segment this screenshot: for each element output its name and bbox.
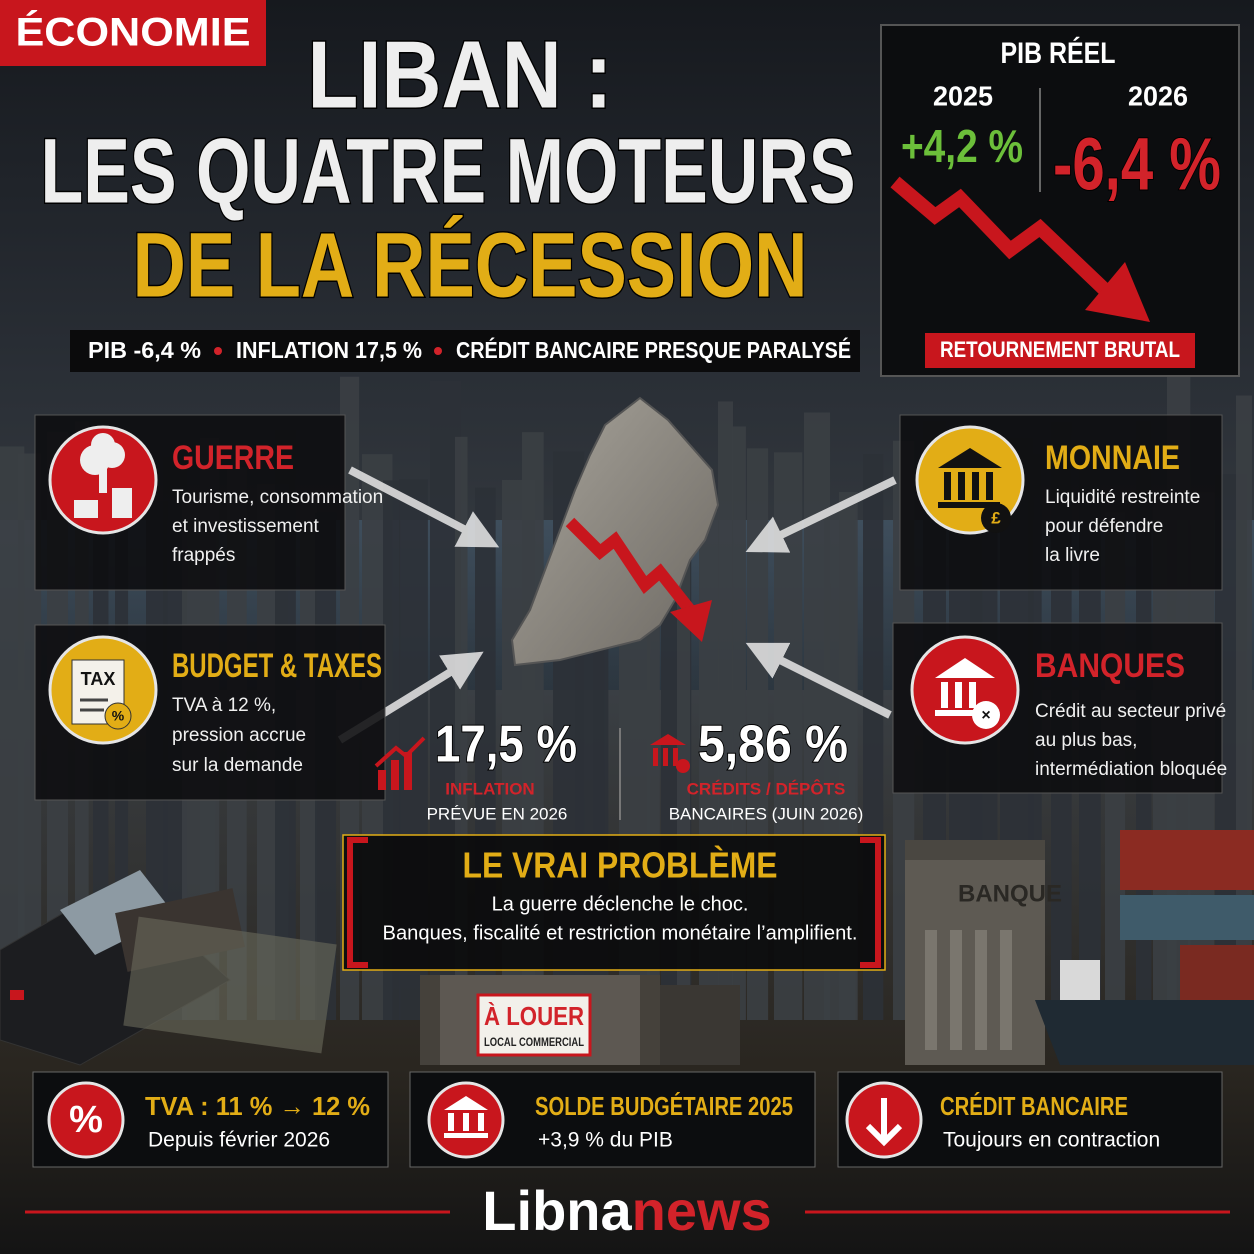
driver-text: au plus bas, <box>1035 730 1137 751</box>
war-icon <box>48 425 158 535</box>
driver-text: Crédit au secteur privé <box>1035 701 1226 722</box>
driver-text: sur la demande <box>172 755 303 776</box>
bank-sign: BANQUE <box>958 880 1062 907</box>
problem-brackets <box>347 837 881 968</box>
driver-text: Liquidité restreinte <box>1045 487 1200 508</box>
tax-icon: % <box>48 635 158 745</box>
decline-arrow <box>890 176 1110 296</box>
stat-label: INFLATION <box>445 779 534 798</box>
pib-title: PIB RÉEL <box>1001 36 1116 70</box>
bank-small-icon <box>650 734 690 773</box>
card-title: CRÉDIT BANCAIRE <box>940 1091 1128 1121</box>
card-icon: % <box>47 1081 125 1159</box>
pib-year: 2025 <box>933 80 993 111</box>
map-arrow-head <box>670 600 712 642</box>
problem-text: La guerre déclenche le choc. <box>492 893 749 915</box>
sign-text: À LOUER <box>484 1001 584 1031</box>
summary-item: INFLATION 17,5 % <box>236 337 422 363</box>
driver-text: intermédiation bloquée <box>1035 759 1227 780</box>
title-line: LIBAN : <box>308 21 613 128</box>
pib-box <box>880 24 1240 377</box>
bank-building <box>905 840 1045 1065</box>
card-icon <box>427 1081 505 1159</box>
card-text: Depuis février 2026 <box>148 1129 330 1152</box>
svg-text:%: % <box>112 708 125 724</box>
problem-title: LE VRAI PROBLÈME <box>463 845 778 886</box>
svg-text:%: % <box>69 1099 103 1141</box>
pib-badge: RETOURNEMENT BRUTAL <box>940 337 1180 362</box>
decline-arrow-head <box>1085 262 1150 322</box>
title-line: DE LA RÉCESSION <box>133 213 808 316</box>
currency-icon: £ <box>915 425 1025 535</box>
logo-part: Libna <box>482 1179 632 1242</box>
problem-text: Banques, fiscalité et restriction monéta… <box>383 922 858 944</box>
inflation-icon <box>374 736 426 790</box>
driver-text: TVA à 12 %, <box>172 695 276 716</box>
tag-bg <box>0 0 266 66</box>
sign-text: LOCAL COMMERCIAL <box>484 1035 584 1049</box>
driver-text: frappés <box>172 545 235 566</box>
summary-bar <box>70 330 860 372</box>
closed-shop <box>420 975 740 1065</box>
bullet <box>214 347 222 355</box>
lebanon-map <box>510 396 720 667</box>
pointer-arrow <box>348 466 500 548</box>
card-text: +3,9 % du PIB <box>538 1129 673 1152</box>
stat-sub: BANCAIRES (JUIN 2026) <box>669 804 864 823</box>
logo-part: news <box>632 1179 772 1242</box>
summary-item: CRÉDIT BANCAIRE PRESQUE PARALYSÉ <box>456 336 851 363</box>
stat-value: 17,5 % <box>435 716 577 774</box>
driver-title: BUDGET & TAXES <box>172 647 382 685</box>
card-title: SOLDE BUDGÉTAIRE 2025 <box>535 1091 793 1121</box>
driver-text: la livre <box>1045 545 1100 566</box>
pointer-arrow <box>745 642 892 719</box>
svg-text:£: £ <box>991 508 1001 527</box>
driver-text: Tourisme, consommation <box>172 487 383 508</box>
icon-text: TAX <box>81 669 116 689</box>
stat-sub: PRÉVUE EN 2026 <box>427 804 568 823</box>
problem-border <box>342 834 886 971</box>
card-title: TVA : 11 % → 12 % <box>145 1091 370 1121</box>
logo: Libnanews <box>482 1179 771 1242</box>
pib-value: +4,2 % <box>901 120 1023 172</box>
tag: ÉCONOMIE <box>16 10 251 55</box>
stat-value: 5,86 % <box>698 716 848 774</box>
card-icon <box>845 1081 923 1159</box>
problem-box <box>343 835 885 970</box>
bullet <box>434 347 442 355</box>
driver-title: BANQUES <box>1035 647 1185 685</box>
pos-terminal <box>0 870 337 1066</box>
driver-text: et investissement <box>172 516 320 537</box>
map-arrow <box>565 517 695 614</box>
stat-label: CRÉDITS / DÉPÔTS <box>687 779 846 798</box>
card-text: Toujours en contraction <box>943 1129 1160 1152</box>
port <box>1035 830 1254 1065</box>
driver-text: pression accrue <box>172 725 306 746</box>
title-line: LES QUATRE MOTEURS <box>41 120 856 222</box>
bank-blocked-icon: × <box>910 635 1020 745</box>
pib-value: -6,4 % <box>1053 123 1221 206</box>
driver-text: pour défendre <box>1045 516 1163 537</box>
pointer-arrow <box>745 476 897 553</box>
building <box>18 453 42 1020</box>
badge-bg <box>925 333 1195 368</box>
driver-title: MONNAIE <box>1045 439 1180 477</box>
summary-item: PIB -6,4 % <box>88 337 201 363</box>
svg-text:×: × <box>981 707 990 724</box>
driver-title: GUERRE <box>172 439 294 477</box>
pib-year: 2026 <box>1128 80 1188 111</box>
